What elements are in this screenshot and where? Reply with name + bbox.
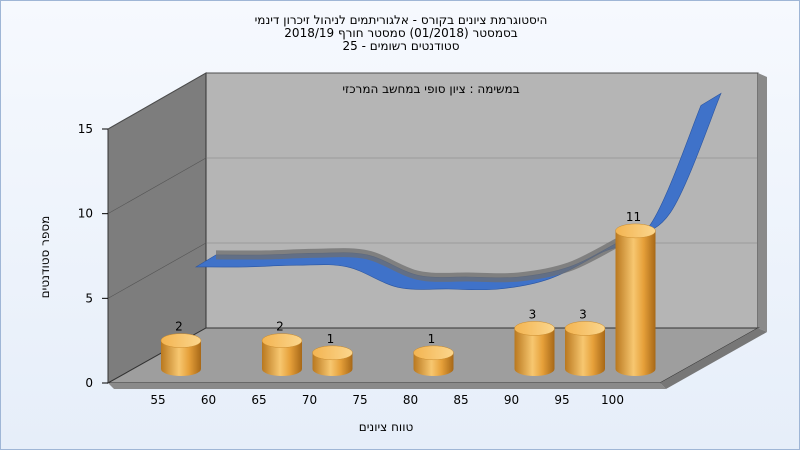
bar-top-70 [312, 345, 353, 361]
x-tick-label-8: 95 [554, 393, 569, 407]
bar-top-80 [413, 345, 454, 361]
bar-label-100: 11 [626, 210, 641, 224]
bar-body-100 [615, 230, 656, 376]
bar-top-55 [160, 333, 202, 348]
x-tick-label-3: 70 [302, 393, 317, 407]
bar-body-95 [565, 328, 605, 376]
chart-title-line-2: בסמסטר (01/2018) סמסטר חורף 2018/19 [284, 26, 518, 40]
x-tick-label-2: 65 [251, 393, 266, 407]
bar-100: 11 [615, 210, 656, 376]
x-tick-label-5: 80 [403, 393, 418, 407]
bar-70: 1 [312, 332, 353, 376]
bar-body-55 [161, 340, 201, 376]
y-tick-label-0: 0 [85, 376, 93, 390]
y-tick-label-2: 10 [78, 207, 93, 221]
x-tick-label-9: 100 [601, 393, 624, 407]
bar-top-95 [564, 321, 606, 336]
x-axis: 55 60 65 70 75 80 85 90 95 100 [150, 393, 624, 407]
chart-subtitle: במשימה : ציון סופי במחשב המרכזי [342, 82, 519, 96]
gridline-left-1 [107, 242, 207, 299]
bar-body-90 [514, 328, 555, 376]
chart-title-line-3: סטודנטים רשומים - 25 [342, 39, 460, 53]
y-axis: 0 5 10 15 [78, 122, 108, 390]
y-tick-label-3: 15 [78, 122, 93, 136]
bar-80: 1 [413, 332, 454, 376]
x-tick-label-6: 85 [453, 393, 468, 407]
gridline-left-3 [107, 72, 207, 130]
floor-right-edge [660, 328, 767, 389]
bar-top-90 [514, 321, 555, 336]
bar-label-70: 1 [327, 332, 335, 346]
bar-95: 3 [564, 307, 606, 376]
chart-title-line-1: היסטוגרמת ציונים בקורס - אלגוריתמים לניה… [254, 13, 548, 27]
right-wall-edge [758, 73, 767, 332]
bar-55: 2 [160, 320, 202, 376]
x-tick-label-0: 55 [150, 393, 165, 407]
bar-label-55: 2 [175, 320, 183, 334]
floor-front-edge [108, 383, 666, 389]
gridlines [107, 72, 758, 299]
curve-shadow [215, 237, 623, 283]
bar-top-100 [615, 223, 656, 239]
bar-label-90: 3 [529, 307, 537, 321]
x-tick-label-1: 60 [201, 393, 216, 407]
y-tick-label-1: 5 [85, 291, 93, 305]
bar-top-65 [261, 333, 303, 348]
bar-label-80: 1 [428, 332, 436, 346]
bar-90: 3 [514, 307, 555, 376]
bar-65: 2 [261, 320, 303, 376]
distribution-curve [194, 92, 722, 291]
x-axis-label: טווח ציונים [359, 420, 414, 434]
x-tick-label-7: 90 [504, 393, 519, 407]
bar-label-65: 2 [276, 320, 284, 334]
bars: 2 21 13 311 [160, 210, 656, 376]
bar-body-65 [262, 340, 302, 376]
y-axis-label: מספר סטודנטים [38, 216, 52, 299]
gridline-left-2 [107, 157, 207, 214]
bar-label-95: 3 [579, 307, 587, 321]
x-tick-label-4: 75 [352, 393, 367, 407]
